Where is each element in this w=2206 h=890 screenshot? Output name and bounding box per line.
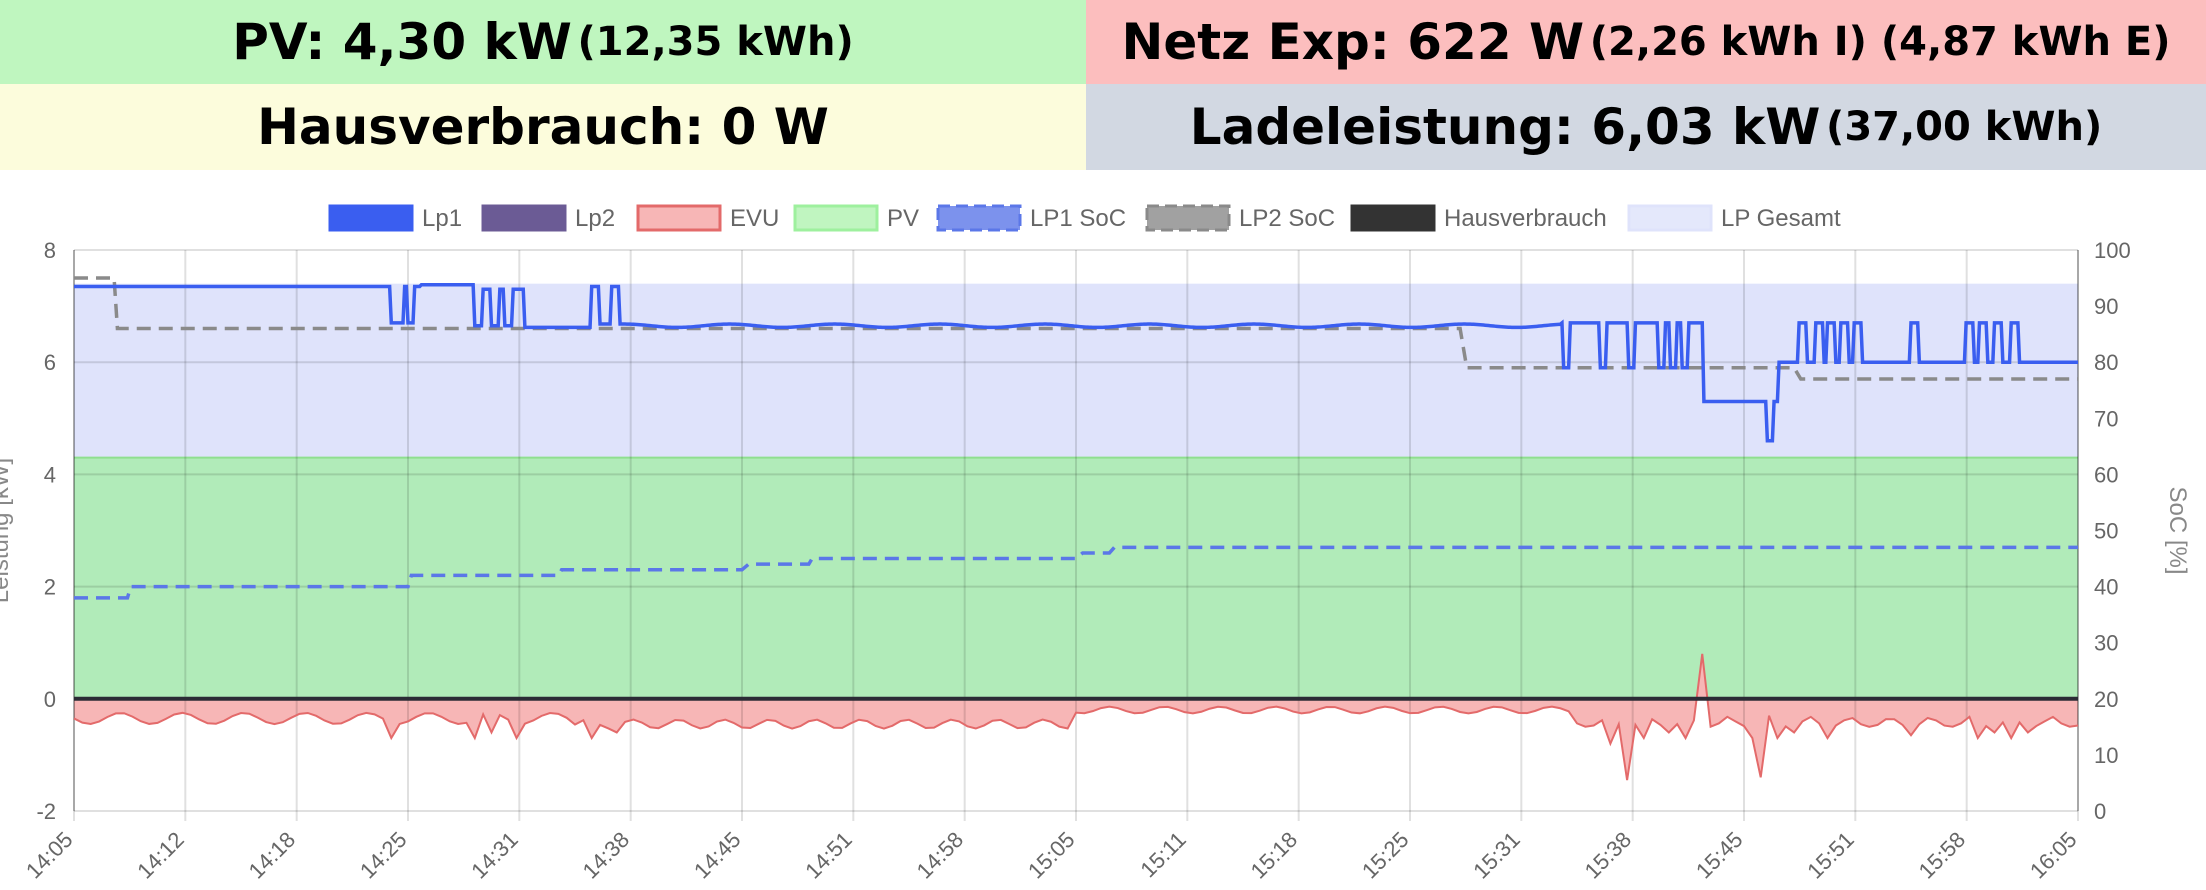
lp1-soc-line (74, 545, 2078, 600)
evu-line (73, 653, 2079, 781)
pv-area (74, 457, 2078, 699)
legend-swatch (1350, 204, 1436, 232)
x-tick-label: 16:05 (2025, 827, 2082, 884)
y-right-tick-label: 20 (2094, 687, 2118, 712)
charging-energy-value: (37,00 kWh) (1826, 104, 2103, 150)
legend-swatch (1145, 204, 1231, 232)
legend-item-pv: PV (793, 204, 919, 232)
legend-label: LP Gesamt (1721, 205, 1841, 232)
evu-area (74, 653, 2078, 781)
lp1-line (74, 283, 2078, 443)
x-tick-label: 14:51 (800, 827, 857, 884)
grid-energy-value: (2,26 kWh I) (4,87 kWh E) (1589, 19, 2171, 65)
y-left-tick-label: 0 (44, 687, 56, 712)
legend-label: LP2 SoC (1239, 205, 1335, 232)
y-right-axis-title: SoC [%] (2164, 486, 2191, 574)
x-tick-label: 15:45 (1691, 827, 1748, 884)
legend-item-hausverbrauch: Hausverbrauch (1350, 204, 1607, 232)
x-tick-label: 15:31 (1468, 827, 1525, 884)
legend-label: EVU (730, 205, 779, 232)
x-tick-label: 14:45 (689, 827, 746, 884)
charging-power-value: Ladeleistung: 6,03 kW (1189, 98, 1821, 156)
x-tick-label: 14:58 (912, 827, 969, 884)
x-tick-label: 15:51 (1802, 827, 1859, 884)
grid-power-value: Netz Exp: 622 W (1121, 13, 1585, 71)
legend-swatch (328, 204, 414, 232)
y-right-tick-label: 90 (2094, 294, 2118, 319)
y-left-tick-label: 8 (44, 238, 56, 263)
legend-swatch (936, 204, 1022, 232)
y-right-tick-label: 30 (2094, 631, 2118, 656)
grid-tile: Netz Exp: 622 W (2,26 kWh I) (4,87 kWh E… (1086, 0, 2206, 84)
y-left-tick-label: 4 (44, 462, 56, 487)
x-tick-label: 14:12 (132, 827, 189, 884)
y-right-tick-label: 50 (2094, 519, 2118, 544)
x-tick-label: 14:31 (466, 827, 523, 884)
y-left-tick-label: 6 (44, 350, 56, 375)
pv-power-value: PV: 4,30 kW (232, 13, 572, 71)
pv-tile: PV: 4,30 kW (12,35 kWh) (0, 0, 1086, 84)
y-right-tick-label: 40 (2094, 575, 2118, 600)
x-tick-label: 15:58 (1914, 827, 1971, 884)
house-consumption-tile: Hausverbrauch: 0 W (0, 84, 1086, 170)
x-tick-label: 15:11 (1135, 827, 1190, 882)
legend-swatch (793, 204, 879, 232)
legend-item-lp2-soc: LP2 SoC (1145, 204, 1335, 232)
y-right-tick-label: 0 (2094, 799, 2106, 824)
legend-item-evu: EVU (636, 204, 779, 232)
legend-item-lp1-soc: LP1 SoC (936, 204, 1126, 232)
legend-swatch (1627, 204, 1713, 232)
y-left-axis-title: Leistung [kW] (0, 458, 14, 603)
legend-swatch (636, 204, 722, 232)
x-tick-label: 15:25 (1357, 827, 1414, 884)
x-tick-label: 15:18 (1246, 827, 1303, 884)
house-consumption-value: Hausverbrauch: 0 W (257, 98, 829, 156)
legend-label: Lp2 (575, 205, 615, 232)
x-tick-label: 14:05 (21, 827, 78, 884)
legend-label: PV (887, 205, 919, 232)
charging-power-tile: Ladeleistung: 6,03 kW (37,00 kWh) (1086, 84, 2206, 170)
x-tick-label: 15:38 (1580, 827, 1637, 884)
pv-energy-value: (12,35 kWh) (577, 19, 854, 65)
power-chart: 14:05 14:12 14:18 14:25 14:31 14:38 14:45 14:51… (0, 204, 2191, 884)
x-tick-label: 14:18 (244, 827, 301, 884)
legend-swatch (481, 204, 567, 232)
legend-label: LP1 SoC (1030, 205, 1126, 232)
x-tick-label: 14:25 (355, 827, 412, 884)
y-right-tick-label: 10 (2094, 743, 2118, 768)
legend-item-lp1: Lp1 (328, 204, 462, 232)
legend-item-lp-gesamt: LP Gesamt (1627, 204, 1841, 232)
legend-item-lp2: Lp2 (481, 204, 615, 232)
y-right-tick-label: 70 (2094, 406, 2118, 431)
y-right-tick-label: 60 (2094, 462, 2118, 487)
y-left-tick-label: 2 (44, 575, 56, 600)
y-right-tick-label: 80 (2094, 350, 2118, 375)
legend-label: Lp1 (422, 205, 462, 232)
y-right-tick-label: 100 (2094, 238, 2131, 263)
legend-label: Hausverbrauch (1444, 205, 1607, 232)
x-tick-label: 14:38 (578, 827, 635, 884)
x-tick-label: 15:05 (1023, 827, 1080, 884)
y-left-tick-label: -2 (36, 799, 56, 824)
